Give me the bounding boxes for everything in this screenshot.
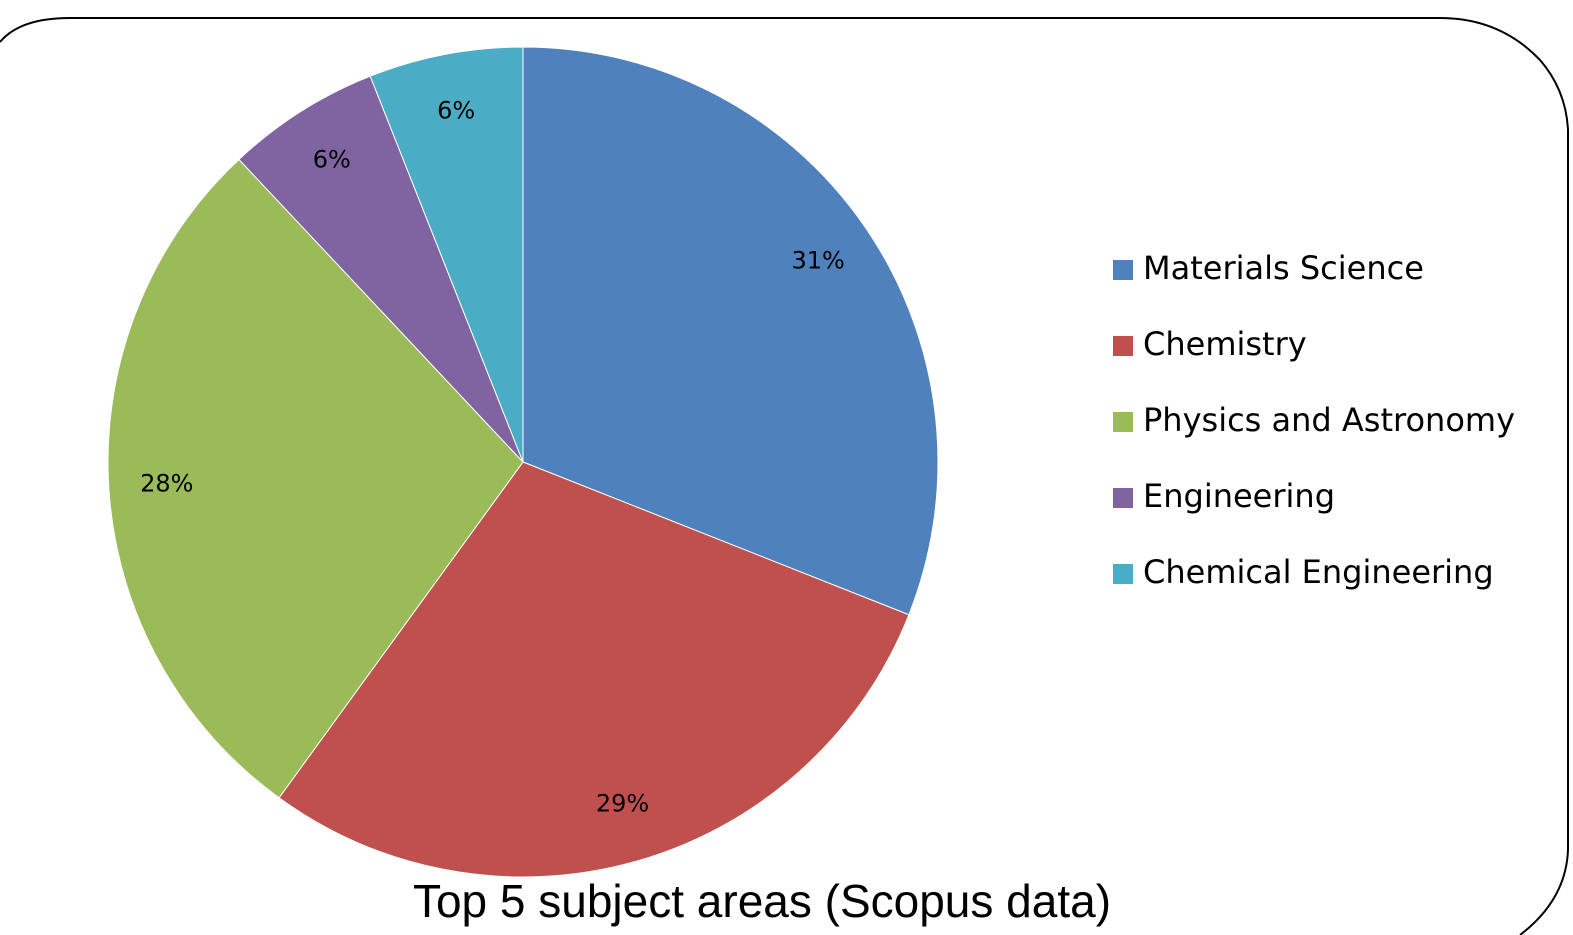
pie-slice <box>238 75 524 463</box>
pie-slice <box>107 158 524 799</box>
data-label: 31% <box>792 246 845 274</box>
pie-slice <box>278 461 910 878</box>
pie-slice <box>522 46 939 616</box>
legend-label: Chemical Engineering <box>1143 553 1494 591</box>
pie: 31% 29% 28% 6% 6% <box>107 46 939 878</box>
legend-label: Engineering <box>1143 477 1335 515</box>
legend-swatch <box>1113 564 1133 584</box>
legend-swatch <box>1113 336 1133 356</box>
pie-slice <box>369 46 524 463</box>
legend: Materials Science Chemistry Physics and As… <box>1113 249 1515 591</box>
legend-label: Materials Science <box>1143 249 1424 287</box>
data-label: 6% <box>437 96 475 124</box>
legend-label: Chemistry <box>1143 325 1307 363</box>
chart-title: Top 5 subject areas (Scopus data) <box>413 875 1111 927</box>
legend-label: Physics and Astronomy <box>1143 401 1515 439</box>
data-label: 6% <box>313 146 351 174</box>
legend-swatch <box>1113 488 1133 508</box>
frame <box>0 17 1569 935</box>
data-label: 29% <box>596 790 649 818</box>
data-label: 28% <box>140 469 193 497</box>
legend-swatch <box>1113 260 1133 280</box>
legend-swatch <box>1113 412 1133 432</box>
